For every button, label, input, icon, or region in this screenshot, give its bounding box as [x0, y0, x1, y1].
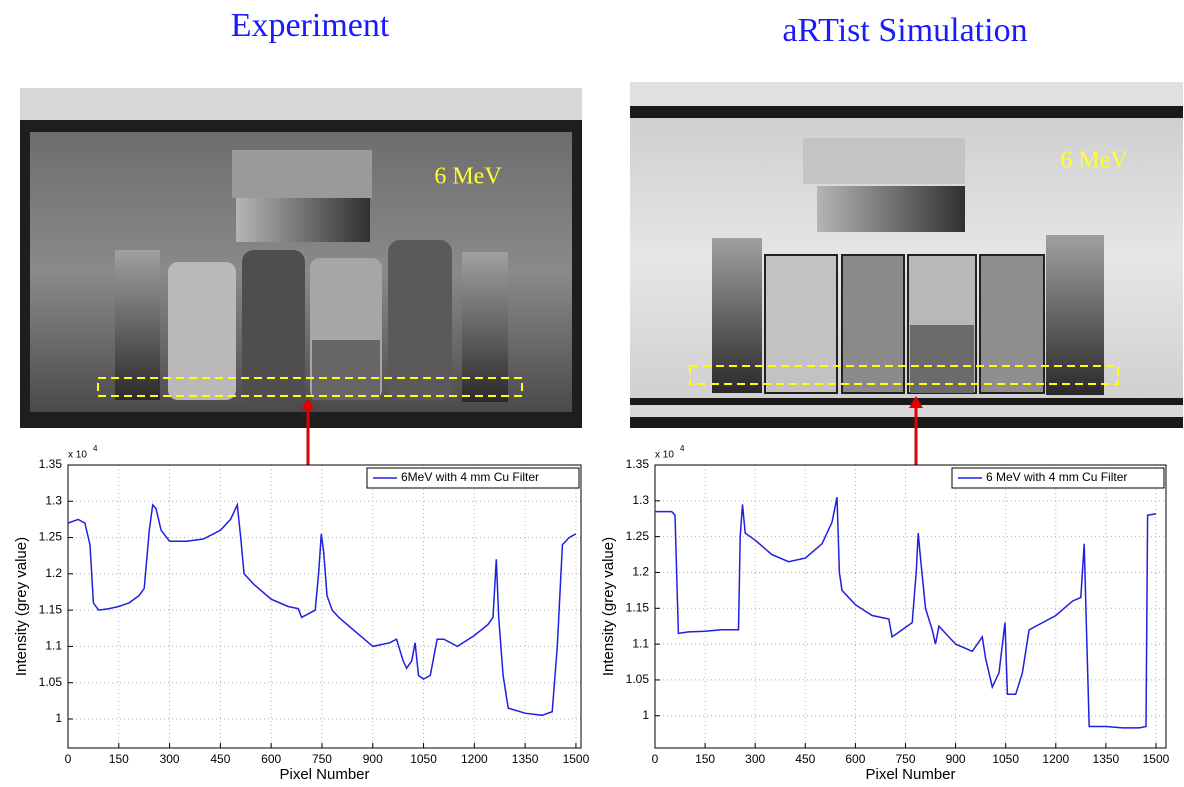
plot-area	[68, 465, 581, 748]
y-tick-label: 1.3	[45, 493, 62, 507]
xray-image	[20, 88, 582, 428]
y-tick-label: 1.35	[39, 457, 63, 471]
y-tick-label: 1.25	[626, 529, 650, 543]
xray-image	[630, 82, 1183, 428]
y-tick-label: 1.1	[632, 636, 649, 650]
x-tick-label: 0	[65, 752, 72, 766]
data-line	[655, 497, 1157, 729]
plot-frame	[654, 464, 1167, 749]
x-axis-label: Pixel Number	[279, 766, 369, 782]
x-tick-label: 900	[946, 752, 966, 766]
y-tick-label: 1.35	[626, 457, 650, 471]
x-tick-label: 150	[109, 752, 129, 766]
x-tick-label: 600	[261, 752, 281, 766]
panel-title: aRTist Simulation	[782, 12, 1027, 49]
x-tick-label: 750	[312, 752, 332, 766]
x-tick-label: 1050	[992, 752, 1019, 766]
x-tick-label: 1050	[410, 752, 437, 766]
plot-frame	[67, 464, 582, 749]
y-tick-label: 1.1	[45, 639, 62, 653]
panel-title: Experiment	[231, 7, 390, 44]
energy-label: 6 MeV	[1060, 148, 1128, 174]
y-multiplier: x 10	[68, 450, 87, 461]
plot-area	[655, 465, 1166, 748]
legend-label: 6 MeV with 4 mm Cu Filter	[986, 470, 1127, 484]
x-tick-label: 450	[210, 752, 230, 766]
y-tick-label: 1.25	[39, 530, 63, 544]
x-tick-label: 1500	[563, 752, 590, 766]
x-tick-label: 600	[845, 752, 865, 766]
legend-label: 6MeV with 4 mm Cu Filter	[401, 470, 539, 484]
data-line	[67, 502, 577, 717]
x-tick-label: 1350	[1093, 752, 1120, 766]
x-tick-label: 300	[160, 752, 180, 766]
energy-label: 6 MeV	[434, 164, 502, 190]
x-tick-label: 1200	[1042, 752, 1069, 766]
legend-box	[951, 467, 1165, 489]
x-tick-label: 300	[745, 752, 765, 766]
x-tick-label: 0	[652, 752, 659, 766]
y-tick-label: 1.2	[632, 565, 649, 579]
y-tick-label: 1.05	[626, 672, 650, 686]
y-multiplier-exp: 4	[93, 444, 98, 453]
x-tick-label: 150	[695, 752, 715, 766]
x-tick-label: 1350	[512, 752, 539, 766]
y-tick-label: 1.2	[45, 566, 62, 580]
arrow	[301, 396, 923, 465]
legend-box	[366, 467, 580, 489]
y-tick-label: 1.3	[632, 493, 649, 507]
x-tick-label: 900	[363, 752, 383, 766]
y-axis-label: Intensity (grey value)	[600, 537, 617, 676]
x-tick-label: 750	[895, 752, 915, 766]
y-tick-label: 1.15	[39, 602, 63, 616]
x-axis-label: Pixel Number	[865, 766, 955, 782]
y-multiplier: x 10	[655, 450, 674, 461]
x-tick-label: 1200	[461, 752, 488, 766]
y-tick-label: 1	[642, 708, 649, 722]
y-axis-label: Intensity (grey value)	[13, 537, 30, 676]
x-tick-label: 1500	[1143, 752, 1170, 766]
x-tick-label: 450	[795, 752, 815, 766]
y-multiplier-exp: 4	[680, 444, 685, 453]
y-tick-label: 1.15	[626, 600, 650, 614]
y-tick-label: 1.05	[39, 675, 63, 689]
y-tick-label: 1	[55, 711, 62, 725]
